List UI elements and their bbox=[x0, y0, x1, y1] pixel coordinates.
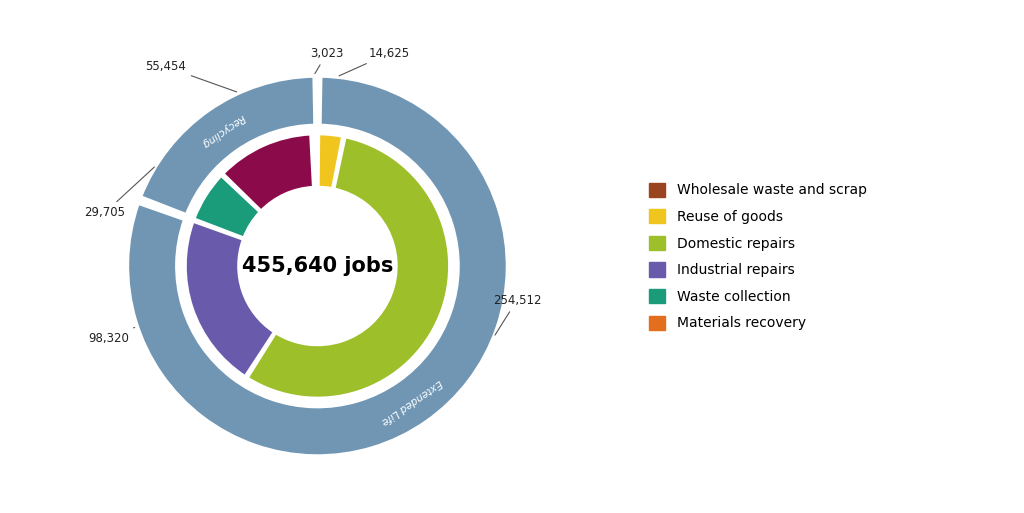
Wedge shape bbox=[195, 175, 260, 238]
Legend: Wholesale waste and scrap, Reuse of goods, Domestic repairs, Industrial repairs,: Wholesale waste and scrap, Reuse of good… bbox=[642, 175, 873, 338]
Wedge shape bbox=[195, 175, 260, 238]
Text: 98,320: 98,320 bbox=[88, 327, 135, 345]
Wedge shape bbox=[313, 134, 316, 187]
Text: Recycling: Recycling bbox=[200, 112, 247, 149]
Wedge shape bbox=[223, 134, 313, 211]
Text: 254,512: 254,512 bbox=[493, 294, 542, 335]
Text: 29,705: 29,705 bbox=[84, 167, 155, 219]
Text: 14,625: 14,625 bbox=[339, 47, 411, 76]
Wedge shape bbox=[248, 137, 450, 398]
Circle shape bbox=[239, 187, 396, 345]
Text: Extended Life: Extended Life bbox=[380, 377, 444, 426]
Wedge shape bbox=[185, 222, 274, 377]
Wedge shape bbox=[223, 134, 313, 211]
Wedge shape bbox=[318, 134, 343, 189]
Wedge shape bbox=[318, 134, 343, 189]
Wedge shape bbox=[185, 222, 274, 377]
Circle shape bbox=[177, 125, 458, 407]
Wedge shape bbox=[248, 137, 450, 398]
Text: 3,023: 3,023 bbox=[310, 47, 344, 74]
Text: 55,454: 55,454 bbox=[145, 60, 237, 92]
Wedge shape bbox=[140, 76, 315, 215]
Text: 455,640 jobs: 455,640 jobs bbox=[242, 256, 393, 276]
Wedge shape bbox=[313, 134, 316, 187]
Wedge shape bbox=[127, 76, 508, 456]
